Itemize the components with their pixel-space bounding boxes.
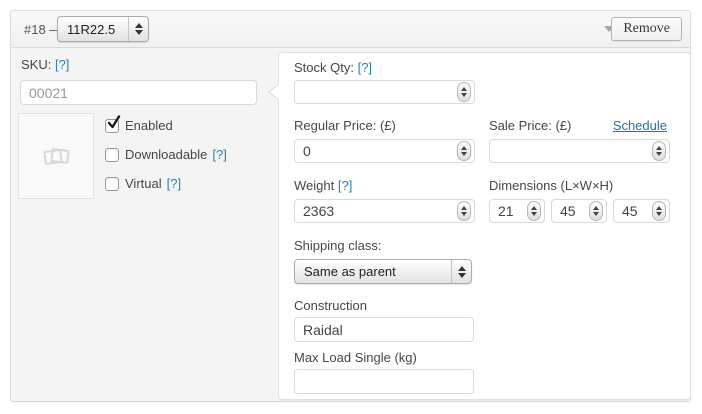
remove-variation-button[interactable]: Remove bbox=[611, 17, 682, 41]
select-stepper-icon bbox=[128, 17, 148, 41]
stepper-up-icon bbox=[461, 206, 467, 210]
stepper-down-icon bbox=[461, 152, 467, 156]
arrow-down-icon bbox=[134, 30, 143, 35]
downloadable-checkbox[interactable] bbox=[105, 147, 119, 162]
stepper-up-icon bbox=[593, 206, 599, 210]
sale-price-input[interactable] bbox=[489, 139, 670, 163]
regular-price-stepper[interactable] bbox=[457, 141, 471, 161]
enabled-checkbox[interactable] bbox=[105, 114, 121, 133]
virtual-help-link[interactable]: [?] bbox=[166, 176, 182, 191]
downloadable-label: Downloadable bbox=[125, 147, 208, 162]
weight-label-text: Weight bbox=[294, 178, 335, 193]
arrow-up-icon bbox=[134, 23, 143, 28]
regular-price-input[interactable] bbox=[294, 139, 475, 163]
dimensions-label: Dimensions (L×W×H) bbox=[489, 178, 614, 193]
variation-attribute-select[interactable]: 11R22.5 bbox=[57, 16, 149, 42]
stock-qty-input[interactable] bbox=[294, 80, 475, 104]
arrow-up-icon bbox=[457, 265, 466, 271]
dimension-width-field bbox=[551, 199, 607, 223]
construction-label: Construction bbox=[294, 298, 367, 313]
variation-metabox: #18 — 11R22.5 Remove SKU: [?] bbox=[10, 10, 691, 402]
virtual-checkbox-row[interactable]: Virtual [?] bbox=[105, 176, 181, 191]
sku-input[interactable] bbox=[20, 80, 257, 105]
stepper-down-icon bbox=[461, 93, 467, 97]
select-stepper-icon bbox=[451, 260, 471, 283]
stepper-down-icon bbox=[593, 212, 599, 216]
variation-details-panel: Stock Qty: [?] Regular Price: (£) Sale P… bbox=[268, 52, 691, 400]
virtual-label: Virtual bbox=[125, 176, 162, 191]
max-load-label: Max Load Single (kg) bbox=[294, 350, 417, 365]
weight-stepper[interactable] bbox=[457, 201, 471, 221]
weight-help-link[interactable]: [?] bbox=[337, 178, 353, 193]
weight-field bbox=[294, 199, 475, 223]
stepper-up-icon bbox=[531, 206, 537, 210]
virtual-checkbox[interactable] bbox=[105, 176, 119, 191]
dimension-width-stepper[interactable] bbox=[589, 201, 603, 221]
stock-qty-label-text: Stock Qty: bbox=[294, 60, 354, 75]
variation-image-placeholder[interactable] bbox=[18, 113, 94, 199]
variation-index: #18 — bbox=[24, 22, 63, 37]
enabled-label: Enabled bbox=[125, 118, 173, 133]
sale-price-stepper[interactable] bbox=[652, 141, 666, 161]
stepper-up-icon bbox=[656, 206, 662, 210]
regular-price-label: Regular Price: (£) bbox=[294, 118, 396, 133]
checkmark-icon bbox=[107, 114, 121, 128]
shipping-class-value: Same as parent bbox=[304, 264, 396, 279]
stepper-down-icon bbox=[656, 152, 662, 156]
stock-qty-field bbox=[294, 80, 475, 104]
sale-price-field bbox=[489, 139, 670, 163]
regular-price-field bbox=[294, 139, 475, 163]
variation-header: #18 — 11R22.5 Remove bbox=[11, 11, 690, 48]
weight-label: Weight [?] bbox=[294, 178, 352, 193]
arrow-down-icon bbox=[457, 272, 466, 278]
dimension-height-stepper[interactable] bbox=[652, 201, 666, 221]
stepper-down-icon bbox=[531, 212, 537, 216]
stepper-up-icon bbox=[656, 146, 662, 150]
photos-icon bbox=[43, 148, 70, 165]
downloadable-help-link[interactable]: [?] bbox=[212, 147, 227, 162]
sale-price-label: Sale Price: (£) bbox=[489, 118, 572, 133]
panel-pointer-notch bbox=[268, 83, 280, 101]
shipping-class-select[interactable]: Same as parent bbox=[294, 259, 472, 284]
sku-label: SKU: [?] bbox=[21, 57, 69, 72]
stepper-down-icon bbox=[461, 212, 467, 216]
stepper-up-icon bbox=[461, 146, 467, 150]
enabled-checkbox-row[interactable]: Enabled bbox=[105, 114, 173, 133]
shipping-class-label: Shipping class: bbox=[294, 238, 382, 253]
variation-attribute-value: 11R22.5 bbox=[67, 21, 116, 37]
dimension-length-field bbox=[489, 199, 545, 223]
sku-help-link[interactable]: [?] bbox=[54, 57, 70, 72]
schedule-link[interactable]: Schedule bbox=[612, 118, 667, 133]
stepper-up-icon bbox=[461, 87, 467, 91]
sku-label-text: SKU: bbox=[21, 57, 52, 72]
weight-input[interactable] bbox=[294, 199, 475, 223]
stock-qty-stepper[interactable] bbox=[457, 82, 471, 102]
stepper-down-icon bbox=[656, 212, 662, 216]
downloadable-checkbox-row[interactable]: Downloadable [?] bbox=[105, 147, 227, 162]
collapse-toggle-icon[interactable] bbox=[604, 26, 614, 32]
dimension-length-stepper[interactable] bbox=[527, 201, 541, 221]
construction-input[interactable] bbox=[294, 317, 474, 342]
dimension-height-field bbox=[613, 199, 670, 223]
stock-qty-label: Stock Qty: [?] bbox=[294, 60, 372, 75]
max-load-input[interactable] bbox=[294, 369, 474, 394]
stock-qty-help-link[interactable]: [?] bbox=[357, 60, 373, 75]
